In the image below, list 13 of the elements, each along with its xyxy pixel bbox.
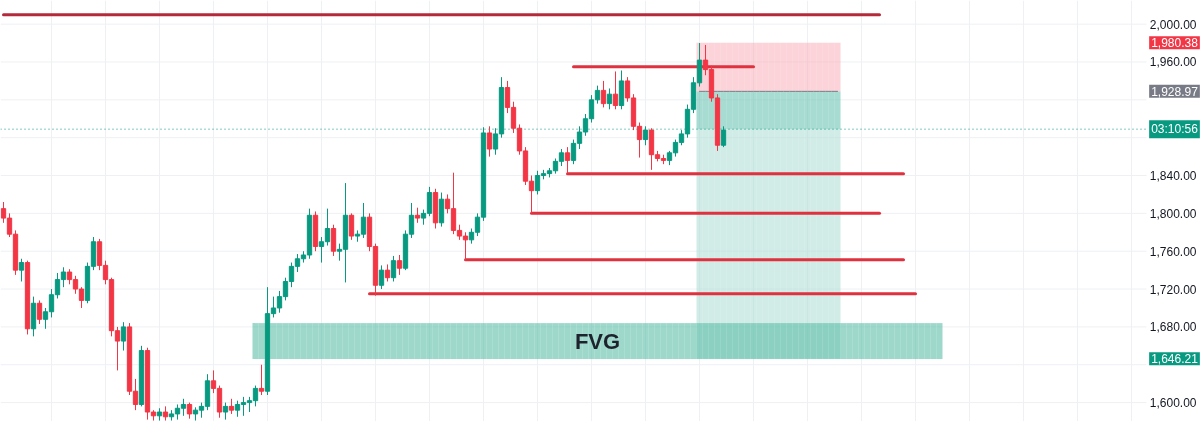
y-tick-label: 1,600.00 — [1149, 396, 1197, 411]
y-tick-label: 1,960.00 — [1149, 55, 1197, 70]
y-tick-label: 2,000.00 — [1149, 17, 1197, 32]
y-tick-label: 1,840.00 — [1149, 169, 1197, 184]
y-tick-label: 1,760.00 — [1149, 244, 1197, 259]
y-tick-label: 1,680.00 — [1149, 320, 1197, 335]
y-tick-label: 1,720.00 — [1149, 282, 1197, 297]
y2-tick-label: 1,646.21 — [1151, 352, 1199, 367]
text: 03:10:56 — [1151, 122, 1199, 137]
y2-tick-label: 1,928.97 — [1151, 84, 1199, 99]
y-tick-label: 1,800.00 — [1149, 206, 1197, 221]
series-label: FVG — [574, 328, 621, 354]
y2-tick-label: 1,980.38 — [1151, 36, 1199, 51]
